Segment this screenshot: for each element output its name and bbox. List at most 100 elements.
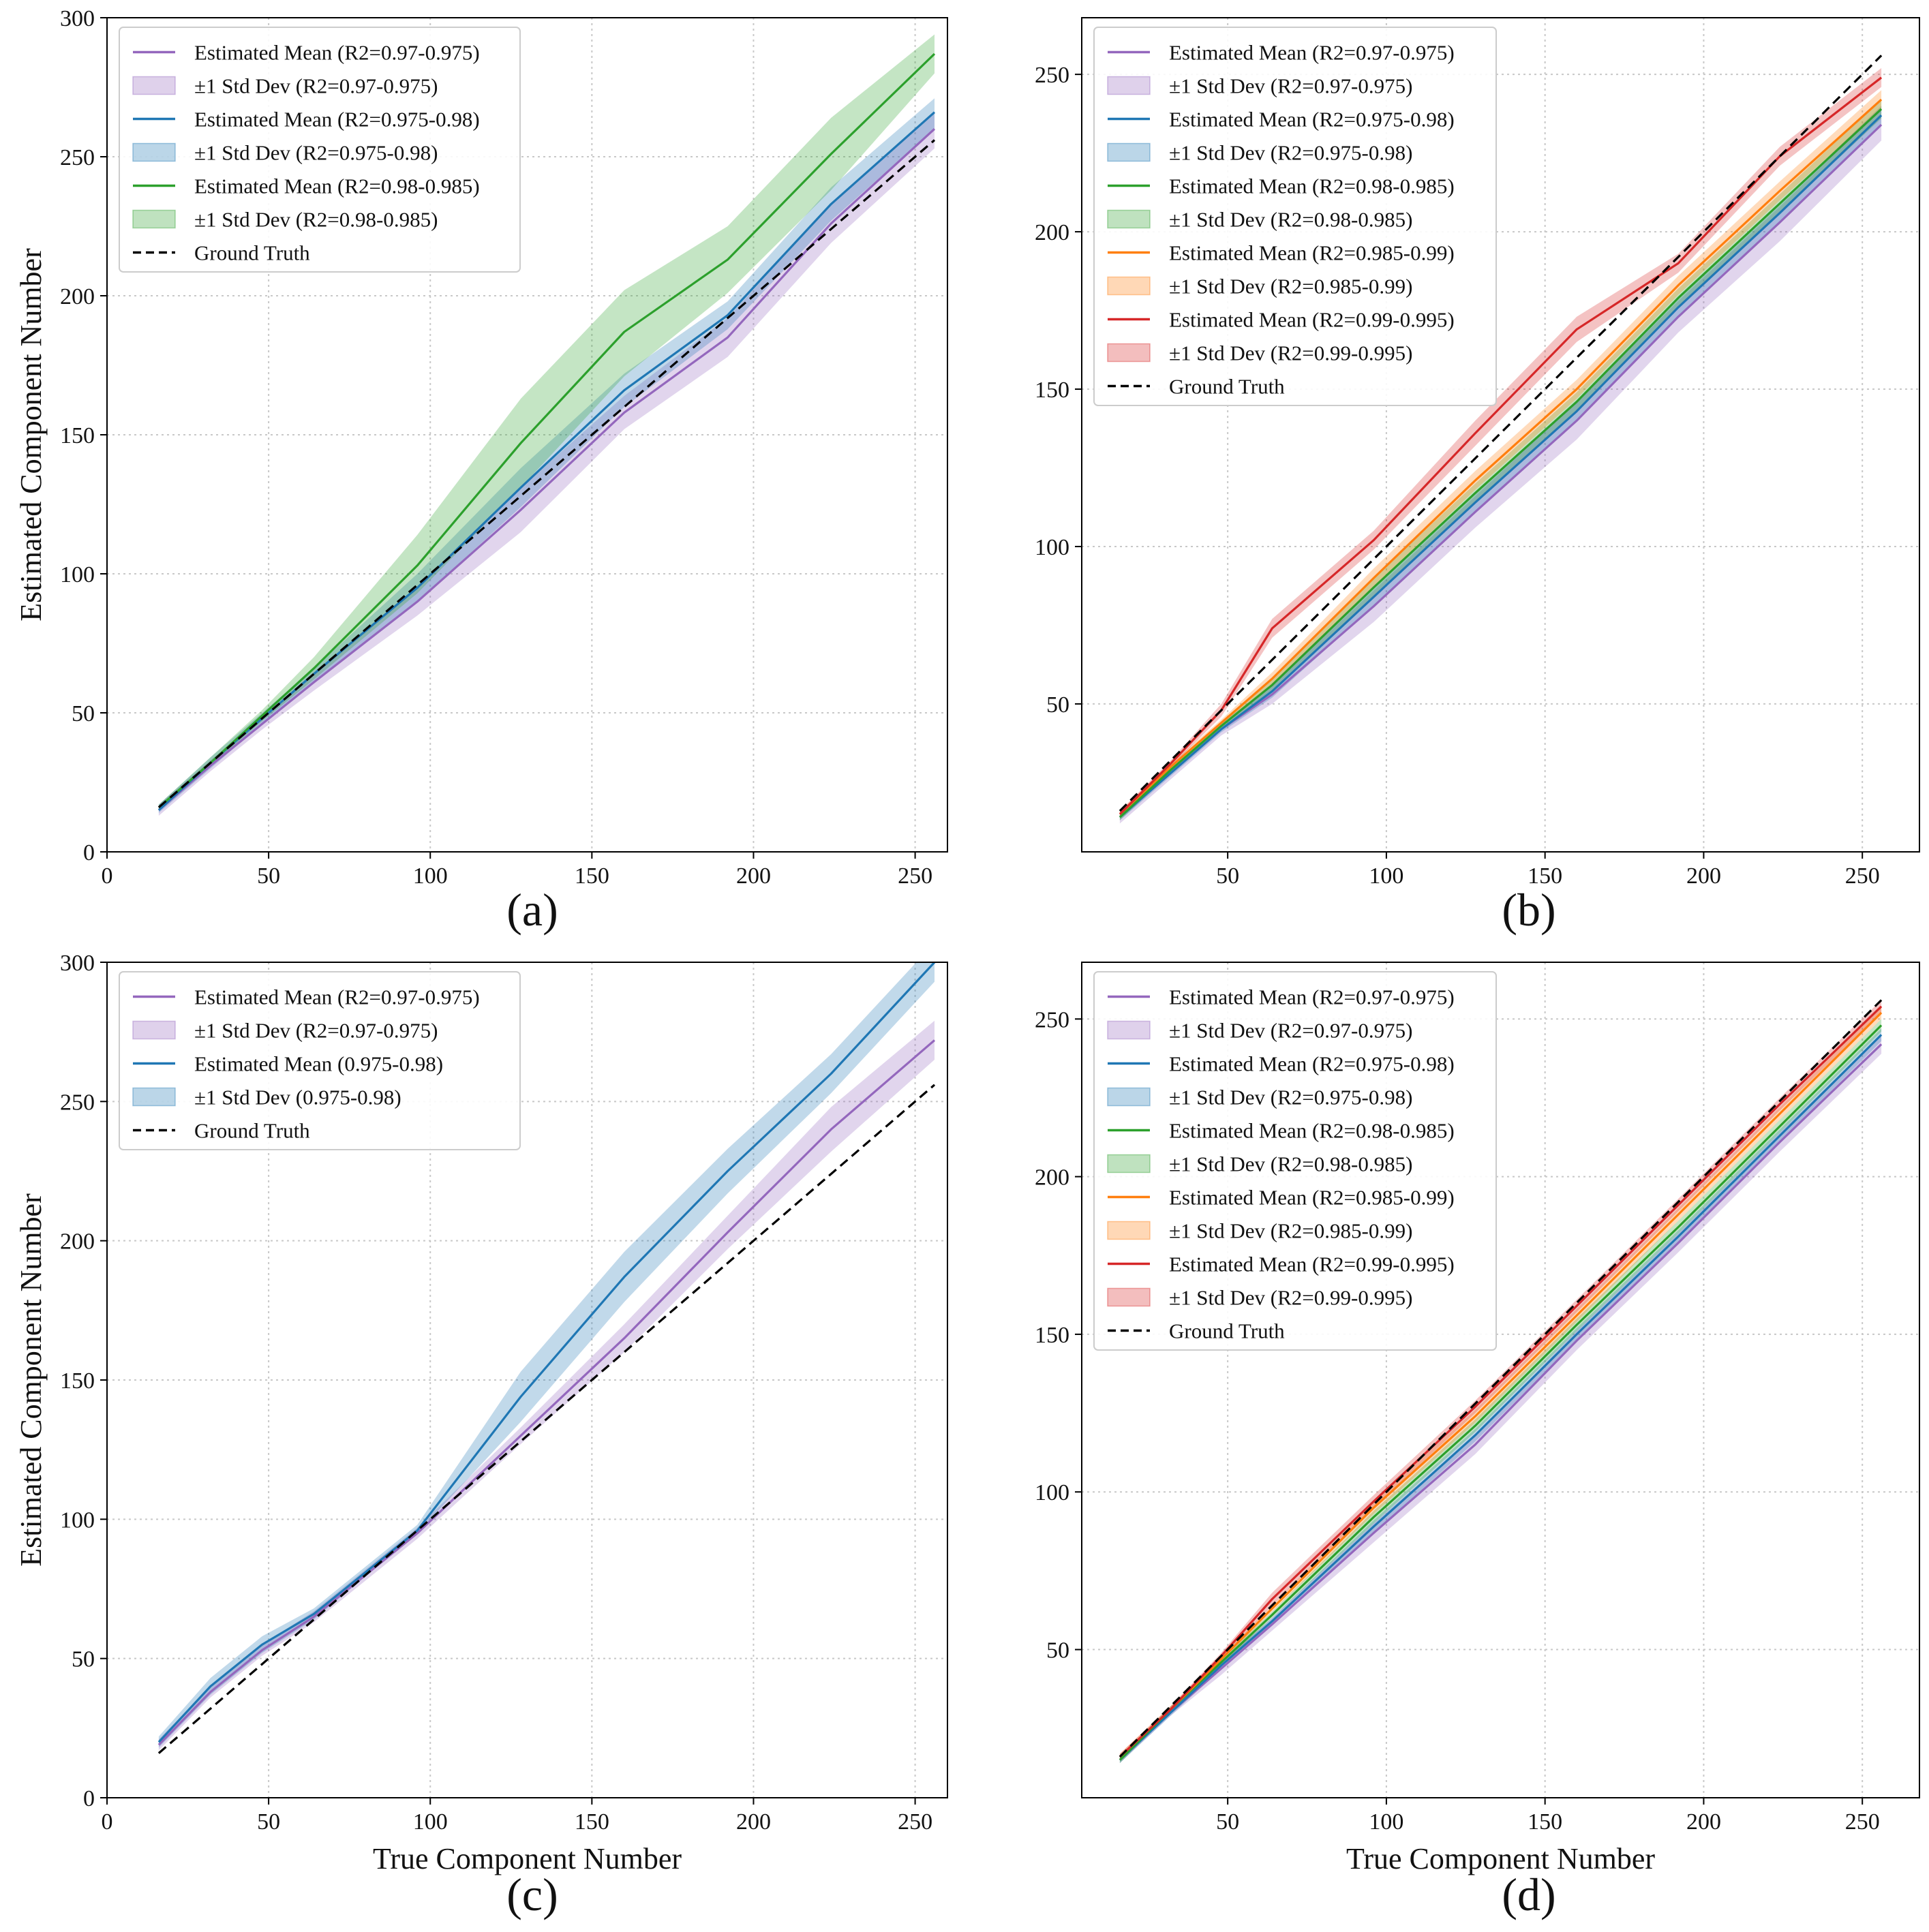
legend-frame	[1093, 971, 1497, 1351]
legend-item: Estimated Mean (R2=0.985-0.99)	[1108, 1186, 1455, 1210]
legend-label: ±1 Std Dev (R2=0.97-0.975)	[1169, 74, 1412, 98]
x-tick-label: 150	[575, 1809, 609, 1835]
legend-label: ±1 Std Dev (R2=0.99-0.995)	[1169, 341, 1412, 365]
legend-band-swatch	[132, 209, 176, 229]
legend-item: Estimated Mean (R2=0.975-0.98)	[1108, 1052, 1455, 1076]
legend-label: ±1 Std Dev (R2=0.98-0.985)	[194, 208, 438, 232]
legend-label: Estimated Mean (R2=0.97-0.975)	[194, 41, 480, 65]
mean-line-red	[1119, 1005, 1883, 1758]
std-band-red	[1119, 67, 1882, 818]
mean-line-green	[157, 52, 936, 808]
legend-band-swatch	[1107, 1020, 1151, 1040]
x-tick-label: 150	[575, 863, 609, 889]
x-tick-label: 0	[102, 863, 113, 889]
legend-label: Estimated Mean (R2=0.985-0.99)	[1169, 241, 1455, 265]
legend-label: Estimated Mean (R2=0.975-0.98)	[1169, 108, 1455, 132]
y-tick-label: 250	[1035, 63, 1069, 88]
y-tick-label: 200	[60, 1229, 95, 1255]
legend-item: ±1 Std Dev (R2=0.97-0.975)	[132, 1019, 438, 1043]
legend-item: ±1 Std Dev (0.975-0.98)	[132, 1086, 401, 1109]
legend-label: Ground Truth	[194, 1119, 310, 1143]
legend-item: Estimated Mean (R2=0.99-0.995)	[1108, 1253, 1455, 1276]
mean-line-orange	[1119, 98, 1883, 815]
legend-label: Estimated Mean (R2=0.985-0.99)	[1169, 1186, 1455, 1210]
panel-label: (b)	[1502, 884, 1555, 936]
legend-item: Estimated Mean (R2=0.97-0.975)	[1108, 41, 1455, 65]
std-band-red	[1119, 1000, 1882, 1760]
y-tick-label: 300	[60, 951, 95, 976]
legend-item: Estimated Mean (R2=0.97-0.975)	[133, 985, 480, 1009]
x-tick-label: 200	[1686, 863, 1721, 889]
x-tick-label: 50	[1216, 1809, 1239, 1835]
legend-label: Estimated Mean (R2=0.99-0.995)	[1169, 1253, 1455, 1276]
legend-frame	[119, 27, 521, 273]
legend-item: Estimated Mean (R2=0.99-0.995)	[1108, 308, 1455, 332]
x-tick-label: 250	[898, 863, 932, 889]
legend-item: ±1 Std Dev (R2=0.975-0.98)	[1107, 141, 1412, 165]
x-tick-label: 200	[736, 863, 771, 889]
legend-label: ±1 Std Dev (R2=0.97-0.975)	[194, 74, 438, 98]
x-axis-label: True Component Number	[1346, 1842, 1655, 1875]
y-tick-label: 100	[1035, 1480, 1069, 1505]
y-tick-label: 50	[1046, 1638, 1069, 1663]
legend-label: Ground Truth	[1169, 375, 1285, 399]
mean-line-red	[1119, 76, 1883, 815]
y-tick-label: 150	[1035, 378, 1069, 403]
y-tick-label: 0	[83, 1786, 95, 1811]
mean-line-green	[1119, 1024, 1883, 1761]
legend-item: Estimated Mean (R2=0.97-0.975)	[133, 41, 480, 65]
x-tick-label: 100	[413, 1809, 448, 1835]
y-tick-label: 200	[1035, 1165, 1069, 1191]
legend-label: ±1 Std Dev (R2=0.985-0.99)	[1169, 275, 1412, 298]
panel-label: (a)	[506, 884, 558, 936]
plot-area	[157, 962, 936, 1754]
legend-item: Estimated Mean (R2=0.975-0.98)	[133, 108, 480, 132]
chart-panel-d: 50 100 150 200 250 50 100 150 200 250 True Compone…	[1035, 962, 1920, 1920]
legend-item: ±1 Std Dev (R2=0.985-0.99)	[1107, 1219, 1412, 1243]
x-tick-label: 0	[102, 1809, 113, 1835]
ground-truth-line	[1119, 55, 1883, 812]
mean-line-purple	[157, 128, 936, 812]
y-tick-label: 250	[60, 1090, 95, 1115]
x-tick-label: 50	[1216, 863, 1239, 889]
y-tick-label: 250	[60, 145, 95, 170]
legend-band-swatch	[1107, 76, 1151, 95]
x-axis-label: True Component Number	[373, 1842, 682, 1875]
legend-label: ±1 Std Dev (R2=0.97-0.975)	[194, 1019, 438, 1043]
plot-area	[1119, 55, 1883, 824]
x-tick-label: 250	[1845, 1809, 1880, 1835]
legend-label: Estimated Mean (R2=0.99-0.995)	[1169, 308, 1455, 332]
std-band-green	[1119, 99, 1882, 821]
legend-item: ±1 Std Dev (R2=0.97-0.975)	[1107, 74, 1412, 98]
ground-truth-line	[157, 139, 936, 808]
mean-line-blue	[1119, 1034, 1883, 1761]
legend-item: Ground Truth	[1108, 375, 1285, 399]
x-tick-label: 100	[1369, 863, 1403, 889]
std-band-purple	[158, 1020, 935, 1751]
y-axis-label: Estimated Component Number	[14, 1193, 48, 1567]
legend-item: ±1 Std Dev (R2=0.99-0.995)	[1107, 341, 1412, 365]
legend-label: Estimated Mean (R2=0.975-0.98)	[194, 108, 480, 132]
legend-label: Ground Truth	[194, 241, 310, 265]
y-tick-label: 300	[60, 6, 95, 31]
legend-item: Estimated Mean (0.975-0.98)	[133, 1052, 443, 1076]
legend-label: Estimated Mean (R2=0.97-0.975)	[1169, 985, 1455, 1009]
ground-truth-line	[157, 1084, 936, 1754]
legend-label: Estimated Mean (R2=0.97-0.975)	[194, 985, 480, 1009]
legend-item: ±1 Std Dev (R2=0.98-0.985)	[1107, 1152, 1412, 1176]
legend-item: Ground Truth	[133, 1119, 310, 1143]
y-tick-label: 100	[60, 562, 95, 587]
legend-band-swatch	[132, 142, 176, 162]
chart-panel-b: 50 100 150 200 250 50 100 150 200 250 (b) Estimated…	[1035, 17, 1920, 936]
legend-frame	[1093, 27, 1497, 406]
legend-band-swatch	[1107, 1087, 1151, 1107]
legend-label: Estimated Mean (R2=0.98-0.985)	[1169, 174, 1455, 198]
y-tick-label: 150	[1035, 1323, 1069, 1348]
legend-item: Estimated Mean (R2=0.98-0.985)	[1108, 174, 1455, 198]
legend-label: Estimated Mean (R2=0.97-0.975)	[1169, 41, 1455, 65]
y-tick-label: 50	[72, 1647, 95, 1672]
legend-frame	[119, 971, 521, 1150]
legend-label: ±1 Std Dev (R2=0.975-0.98)	[1169, 141, 1412, 165]
legend-item: ±1 Std Dev (R2=0.98-0.985)	[1107, 208, 1412, 232]
